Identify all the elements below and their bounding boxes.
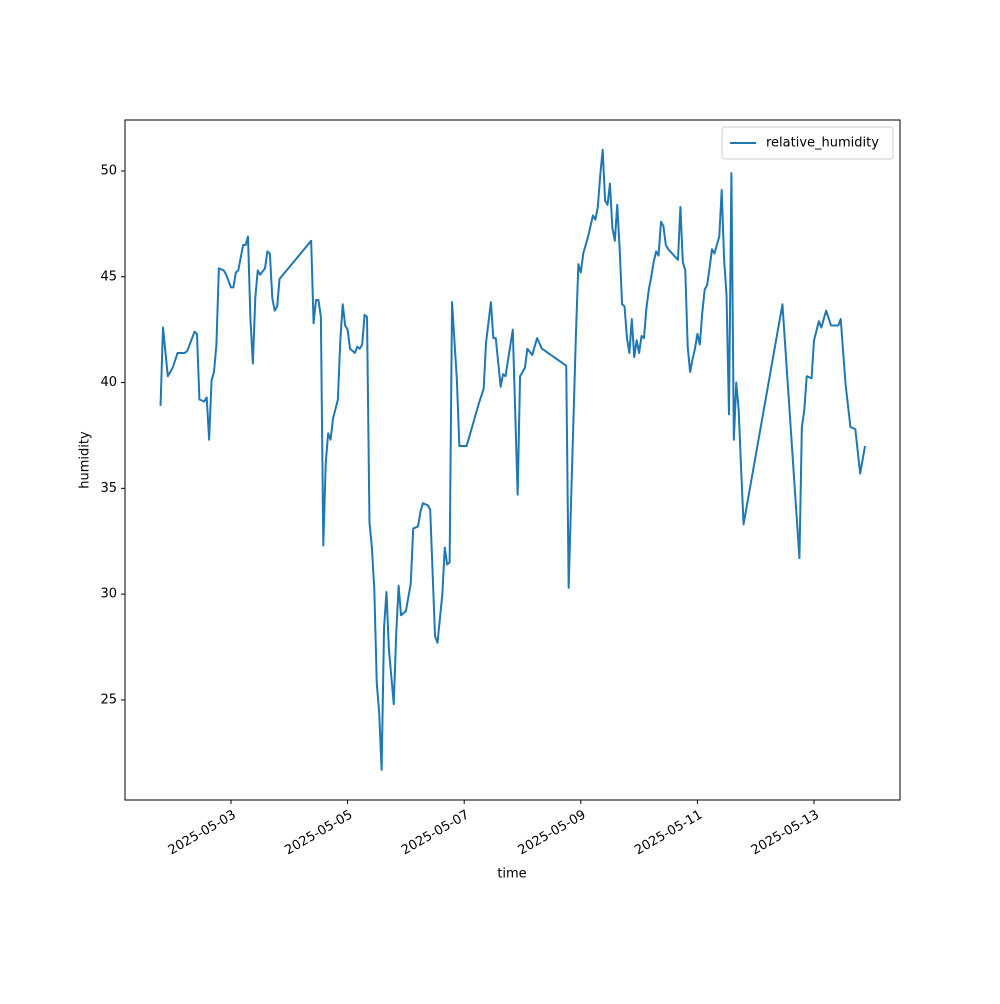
y-tick-label: 35: [100, 481, 117, 496]
legend-box: [721, 126, 894, 160]
x-axis-label: time: [497, 867, 526, 882]
y-tick-label: 50: [100, 163, 117, 178]
y-tick-label: 40: [100, 375, 117, 390]
y-tick-label: 30: [100, 587, 117, 602]
y-tick-label: 45: [100, 269, 117, 284]
y-axis-label: humidity: [78, 431, 93, 489]
line: [159, 148, 867, 771]
plot-frame: [124, 119, 901, 801]
legend-label: relative_humidity: [766, 136, 879, 151]
y-tick-label: 25: [100, 692, 117, 707]
